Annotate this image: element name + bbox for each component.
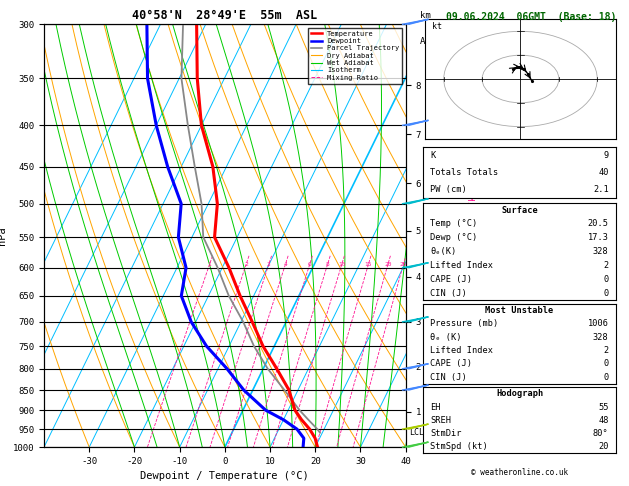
Text: 15: 15	[365, 262, 372, 267]
X-axis label: Dewpoint / Temperature (°C): Dewpoint / Temperature (°C)	[140, 471, 309, 482]
Legend: Temperature, Dewpoint, Parcel Trajectory, Dry Adiabat, Wet Adiabat, Isotherm, Mi: Temperature, Dewpoint, Parcel Trajectory…	[308, 28, 402, 84]
Y-axis label: hPa: hPa	[0, 226, 8, 245]
Text: 6: 6	[308, 262, 311, 267]
Text: 9: 9	[603, 151, 609, 160]
Text: 55: 55	[598, 402, 609, 412]
Text: Surface: Surface	[501, 206, 538, 215]
Text: Pressure (mb): Pressure (mb)	[430, 319, 499, 329]
Text: 10: 10	[338, 262, 345, 267]
Text: 0: 0	[603, 359, 609, 368]
Text: 0: 0	[603, 289, 609, 298]
Text: 09.06.2024  06GMT  (Base: 18): 09.06.2024 06GMT (Base: 18)	[447, 12, 616, 22]
Text: 2.1: 2.1	[593, 185, 609, 194]
Text: 17.3: 17.3	[587, 233, 609, 243]
Text: Dewp (°C): Dewp (°C)	[430, 233, 477, 243]
Text: 328: 328	[593, 247, 609, 256]
Title: 40°58'N  28°49'E  55m  ASL: 40°58'N 28°49'E 55m ASL	[132, 9, 318, 22]
Text: 40: 40	[598, 168, 609, 177]
Text: 2: 2	[603, 261, 609, 270]
Text: Lifted Index: Lifted Index	[430, 346, 493, 355]
Text: 0: 0	[603, 275, 609, 284]
Text: 1: 1	[208, 262, 211, 267]
Text: Temp (°C): Temp (°C)	[430, 220, 477, 228]
Text: km: km	[420, 11, 431, 20]
Text: 2: 2	[603, 346, 609, 355]
Text: θₑ (K): θₑ (K)	[430, 332, 462, 342]
Text: © weatheronline.co.uk: © weatheronline.co.uk	[471, 468, 568, 477]
Text: 48: 48	[598, 416, 609, 425]
Text: CIN (J): CIN (J)	[430, 373, 467, 382]
Text: θₑ(K): θₑ(K)	[430, 247, 457, 256]
Y-axis label: Mixing Ratio (g/kg): Mixing Ratio (g/kg)	[469, 185, 479, 287]
Text: Hodograph: Hodograph	[496, 389, 543, 399]
Text: 20: 20	[598, 442, 609, 451]
Text: StmDir: StmDir	[430, 429, 462, 438]
Text: Lifted Index: Lifted Index	[430, 261, 493, 270]
Text: 3: 3	[267, 262, 270, 267]
Text: Most Unstable: Most Unstable	[486, 306, 554, 315]
Text: CAPE (J): CAPE (J)	[430, 359, 472, 368]
Text: ASL: ASL	[420, 37, 437, 46]
Text: kt: kt	[432, 22, 442, 31]
Text: 1006: 1006	[587, 319, 609, 329]
Text: 0: 0	[603, 373, 609, 382]
Text: K: K	[430, 151, 436, 160]
Text: SREH: SREH	[430, 416, 452, 425]
Text: PW (cm): PW (cm)	[430, 185, 467, 194]
Text: Totals Totals: Totals Totals	[430, 168, 499, 177]
Text: 20.5: 20.5	[587, 220, 609, 228]
Text: 20: 20	[384, 262, 392, 267]
Text: 80°: 80°	[593, 429, 609, 438]
Text: CIN (J): CIN (J)	[430, 289, 467, 298]
Text: LCL: LCL	[409, 428, 425, 437]
Text: 4: 4	[284, 262, 287, 267]
Text: 328: 328	[593, 332, 609, 342]
Text: EH: EH	[430, 402, 441, 412]
Text: CAPE (J): CAPE (J)	[430, 275, 472, 284]
Text: 2: 2	[244, 262, 248, 267]
Text: 8: 8	[326, 262, 330, 267]
Text: StmSpd (kt): StmSpd (kt)	[430, 442, 488, 451]
Text: 25: 25	[399, 262, 407, 267]
